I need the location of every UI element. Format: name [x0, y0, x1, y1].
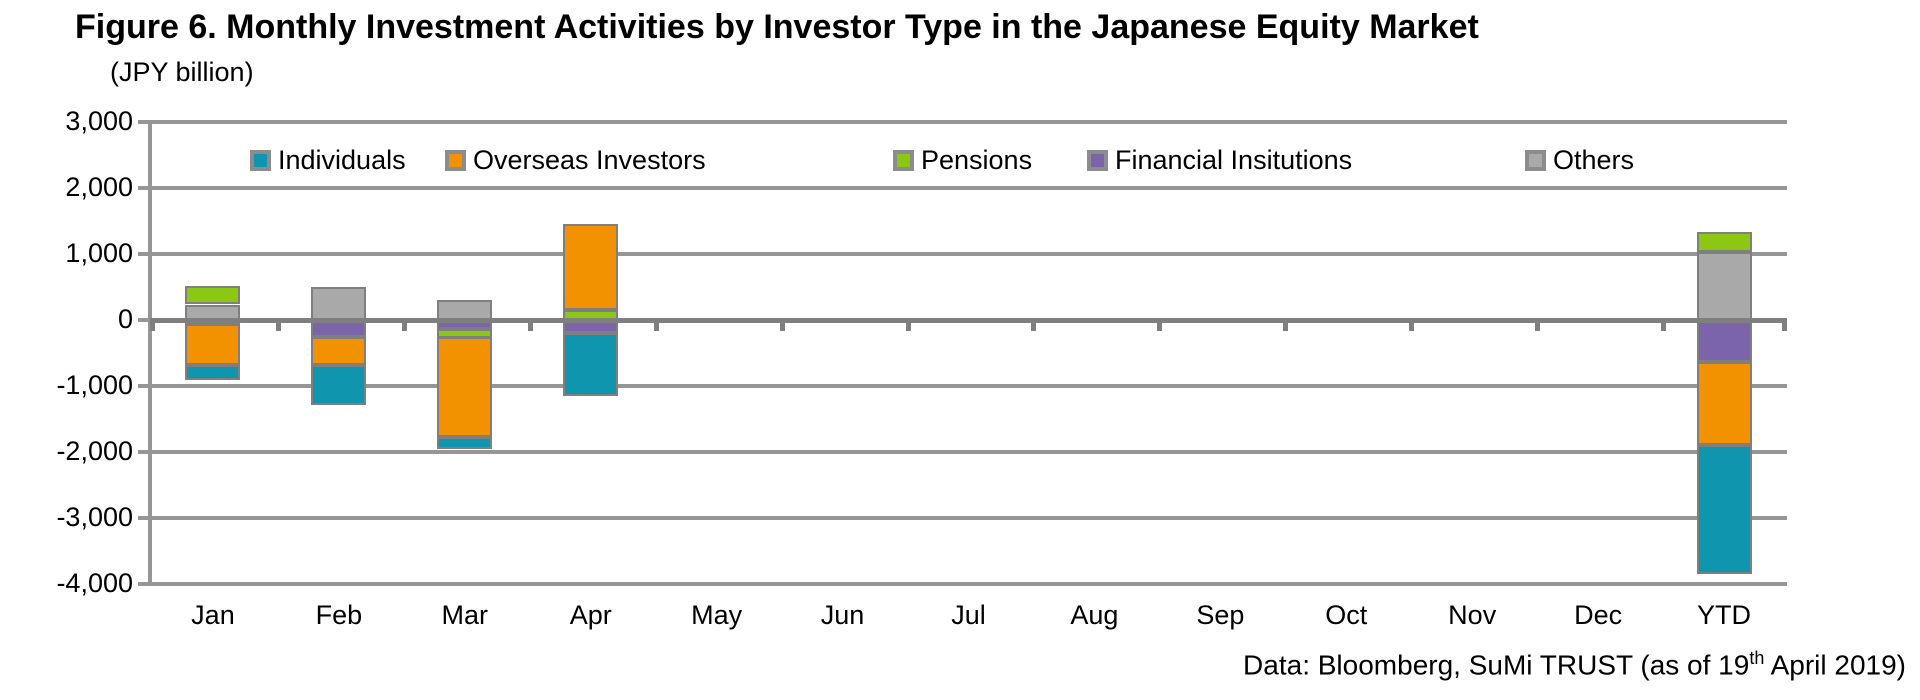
- legend-swatch-icon: [893, 149, 914, 171]
- x-axis-label: Oct: [1325, 600, 1368, 630]
- x-axis-label: May: [691, 600, 743, 630]
- category-axis-tick: [401, 322, 407, 331]
- y-axis-label: -4,000: [56, 568, 133, 598]
- y-axis-tick: [138, 516, 150, 520]
- gridline: [150, 384, 1787, 388]
- legend-item-individuals: Individuals: [250, 144, 406, 175]
- category-axis-tick: [653, 322, 659, 331]
- category-axis-tick: [1409, 322, 1415, 331]
- x-axis-label: Sep: [1196, 600, 1245, 630]
- x-axis-label: Feb: [315, 600, 363, 630]
- legend-swatch-icon: [445, 149, 466, 171]
- bar-segment-mar-individuals: [437, 436, 493, 449]
- category-axis-tick: [1283, 322, 1289, 331]
- y-axis-label: 3,000: [65, 106, 133, 136]
- legend-swatch-icon: [1525, 149, 1546, 171]
- bar-segment-ytd-others: [1696, 252, 1752, 321]
- y-axis-tick: [138, 384, 150, 388]
- category-axis-tick: [1782, 322, 1787, 331]
- category-axis-tick: [1157, 322, 1163, 331]
- category-axis-tick: [905, 322, 911, 331]
- y-axis-tick: [138, 450, 150, 454]
- gridline: [150, 516, 1787, 520]
- category-axis-tick: [275, 322, 281, 331]
- bar-segment-feb-individuals: [311, 364, 367, 405]
- x-axis-label: YTD: [1697, 600, 1752, 630]
- y-axis-tick: [138, 318, 150, 322]
- y-axis-label: 0: [117, 304, 133, 334]
- y-axis-tick: [138, 252, 150, 256]
- x-axis-label: Aug: [1070, 600, 1119, 630]
- legend-item-overseas-investors: Overseas Investors: [445, 144, 706, 175]
- legend-label: Individuals: [278, 144, 406, 175]
- bar-segment-ytd-individuals: [1696, 445, 1752, 575]
- y-axis-label: -2,000: [56, 436, 133, 466]
- bar-segment-ytd-financial-insitutions: [1696, 320, 1752, 362]
- legend-label: Others: [1553, 144, 1635, 175]
- y-axis-label: 1,000: [65, 238, 133, 268]
- legend-swatch-icon: [1087, 149, 1108, 171]
- data-source-note: Data: Bloomberg, SuMi TRUST (as of 19th …: [1243, 648, 1906, 681]
- y-axis-label: -3,000: [56, 502, 133, 532]
- gridline: [150, 252, 1787, 256]
- gridline: [150, 120, 1787, 124]
- legend-item-others: Others: [1525, 144, 1635, 175]
- bar-segment-feb-overseas-investors: [311, 336, 367, 365]
- x-axis-label: Jan: [191, 600, 235, 630]
- category-axis-tick: [1535, 322, 1541, 331]
- category-axis-tick: [150, 322, 155, 331]
- gridline: [150, 582, 1787, 586]
- x-axis-label: Nov: [1448, 600, 1497, 630]
- y-axis-unit-label: (JPY billion): [110, 57, 254, 87]
- bar-segment-ytd-pensions: [1696, 232, 1752, 253]
- category-axis-tick: [1661, 322, 1667, 331]
- bar-segment-jan-overseas-investors: [185, 323, 241, 365]
- y-axis-tick: [138, 186, 150, 190]
- x-axis-label: Jul: [951, 600, 986, 630]
- legend-label: Overseas Investors: [473, 144, 706, 175]
- category-axis-tick: [527, 322, 533, 331]
- bar-segment-jan-individuals: [185, 364, 241, 380]
- legend-label: Financial Insitutions: [1115, 144, 1353, 175]
- legend-swatch-icon: [250, 149, 271, 171]
- y-axis-line: [148, 120, 152, 586]
- bar-segment-mar-pensions: [437, 328, 493, 338]
- data-source-text-suffix: April 2019): [1764, 649, 1906, 681]
- category-axis-tick: [779, 322, 785, 331]
- category-axis-tick: [1031, 322, 1037, 331]
- gridline: [150, 450, 1787, 454]
- legend-label: Pensions: [921, 144, 1033, 175]
- data-source-text: Data: Bloomberg, SuMi TRUST (as of 19: [1243, 649, 1750, 681]
- legend-item-pensions: Pensions: [893, 144, 1033, 175]
- ordinal-superscript: th: [1749, 648, 1765, 668]
- x-axis-label: Mar: [441, 600, 489, 630]
- bar-segment-apr-overseas-investors: [563, 224, 619, 311]
- y-axis-label: -1,000: [56, 370, 133, 400]
- y-axis-tick: [138, 120, 150, 124]
- x-axis-label: Apr: [569, 600, 612, 630]
- gridline: [150, 186, 1787, 190]
- bar-segment-apr-individuals: [563, 333, 619, 397]
- bar-segment-feb-others: [311, 287, 367, 320]
- y-axis-tick: [138, 582, 150, 586]
- bar-segment-jan-pensions: [185, 286, 241, 305]
- y-axis-label: 2,000: [65, 172, 133, 202]
- bar-segment-feb-financial-insitutions: [311, 320, 367, 337]
- bar-segment-mar-overseas-investors: [437, 337, 493, 438]
- zero-axis-line: [150, 317, 1787, 323]
- legend-item-financial-insitutions: Financial Insitutions: [1087, 144, 1353, 175]
- x-axis-label: Jun: [820, 600, 865, 630]
- x-axis-label: Dec: [1574, 600, 1623, 630]
- bar-segment-ytd-overseas-investors: [1696, 362, 1752, 446]
- chart-title: Figure 6. Monthly Investment Activities …: [75, 8, 1479, 46]
